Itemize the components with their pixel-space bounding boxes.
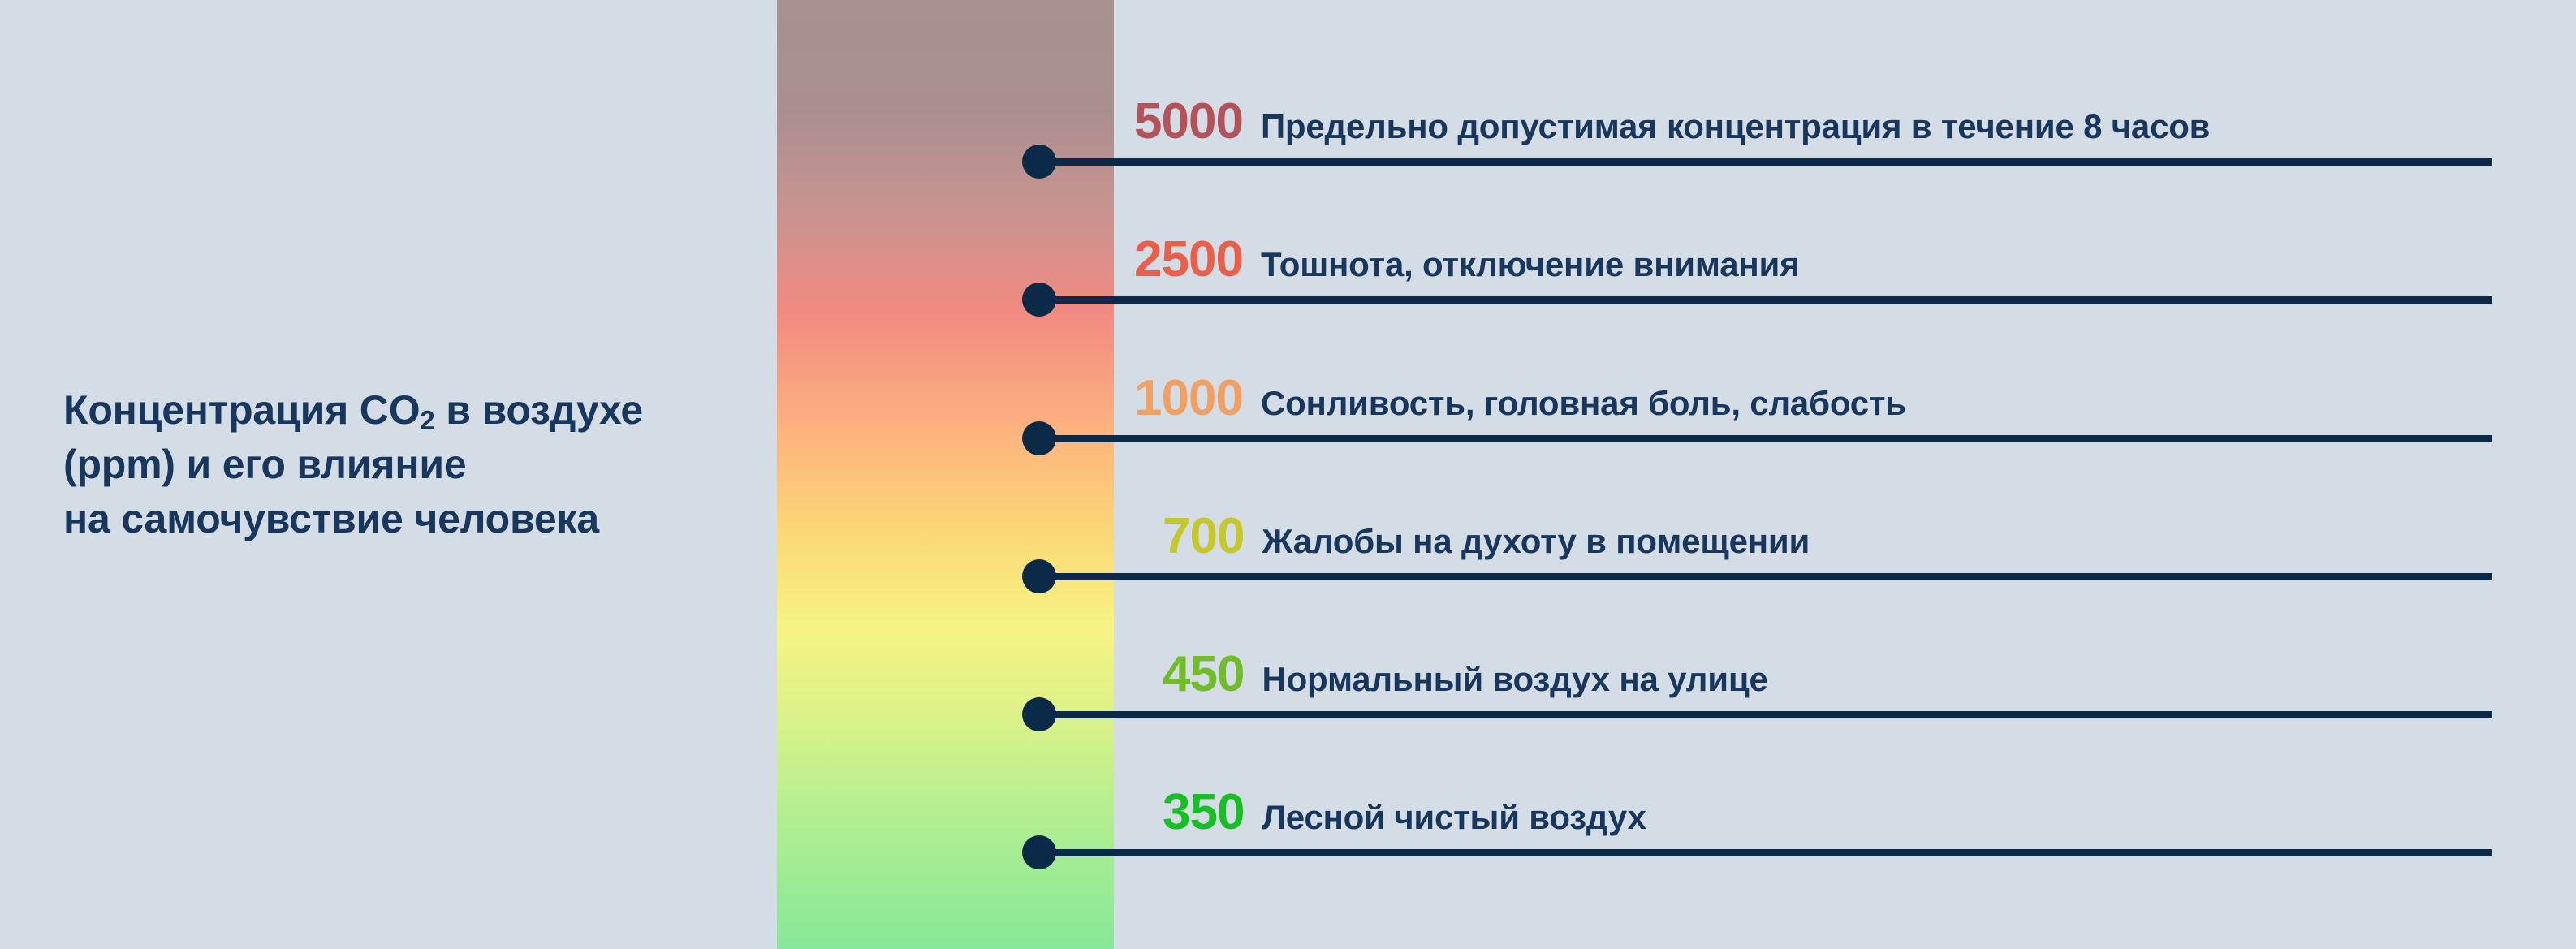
effect-description: Жалобы на духоту в помещении: [1262, 522, 1810, 560]
connector-line: [1039, 158, 2492, 166]
effect-description: Лесной чистый воздух: [1262, 798, 1646, 836]
scale-row-label: 350 Лесной чистый воздух: [1163, 787, 1646, 838]
effect-description: Предельно допустимая концентрация в тече…: [1260, 107, 2211, 145]
ppm-value: 700: [1163, 508, 1245, 564]
page-title-line-1: Концентрация CO2 в воздухе: [63, 387, 644, 436]
connector-dot: [1022, 421, 1056, 455]
connector-dot: [1022, 559, 1056, 593]
scale-row-label: 450 Нормальный воздух на улице: [1163, 649, 1768, 700]
scale-row-label: 1000 Сонливость, головная боль, слабость: [1134, 373, 1906, 424]
ppm-value: 5000: [1134, 93, 1244, 149]
effect-description: Нормальный воздух на улице: [1262, 660, 1768, 698]
co2-gradient-scale-band: [777, 0, 1114, 949]
connector-line: [1039, 849, 2492, 856]
effect-description: Тошнота, отключение внимания: [1260, 245, 1800, 283]
scale-row-label: 700 Жалобы на духоту в помещении: [1163, 511, 1810, 562]
scale-row-label: 5000 Предельно допустимая концентрация в…: [1134, 93, 2211, 149]
ppm-value: 350: [1163, 784, 1245, 840]
connector-line: [1039, 573, 2492, 580]
ppm-value: 2500: [1134, 231, 1244, 287]
connector-dot: [1022, 835, 1056, 869]
connector-dot: [1022, 145, 1056, 179]
ppm-value: 450: [1163, 646, 1245, 702]
connector-dot: [1022, 697, 1056, 731]
scale-row-label: 2500 Тошнота, отключение внимания: [1134, 231, 1800, 287]
ppm-value: 1000: [1134, 370, 1244, 426]
page-title-line-3: на самочувствие человека: [63, 496, 599, 541]
connector-line: [1039, 435, 2492, 442]
effect-description: Сонливость, головная боль, слабость: [1260, 384, 1906, 422]
page-title-line-2: (ppm) и его влияние: [63, 442, 467, 487]
page-title: Концентрация CO2 в воздухе (ppm) и его в…: [63, 383, 762, 546]
connector-line: [1039, 296, 2492, 304]
connector-dot: [1022, 283, 1056, 317]
connector-line: [1039, 711, 2492, 718]
